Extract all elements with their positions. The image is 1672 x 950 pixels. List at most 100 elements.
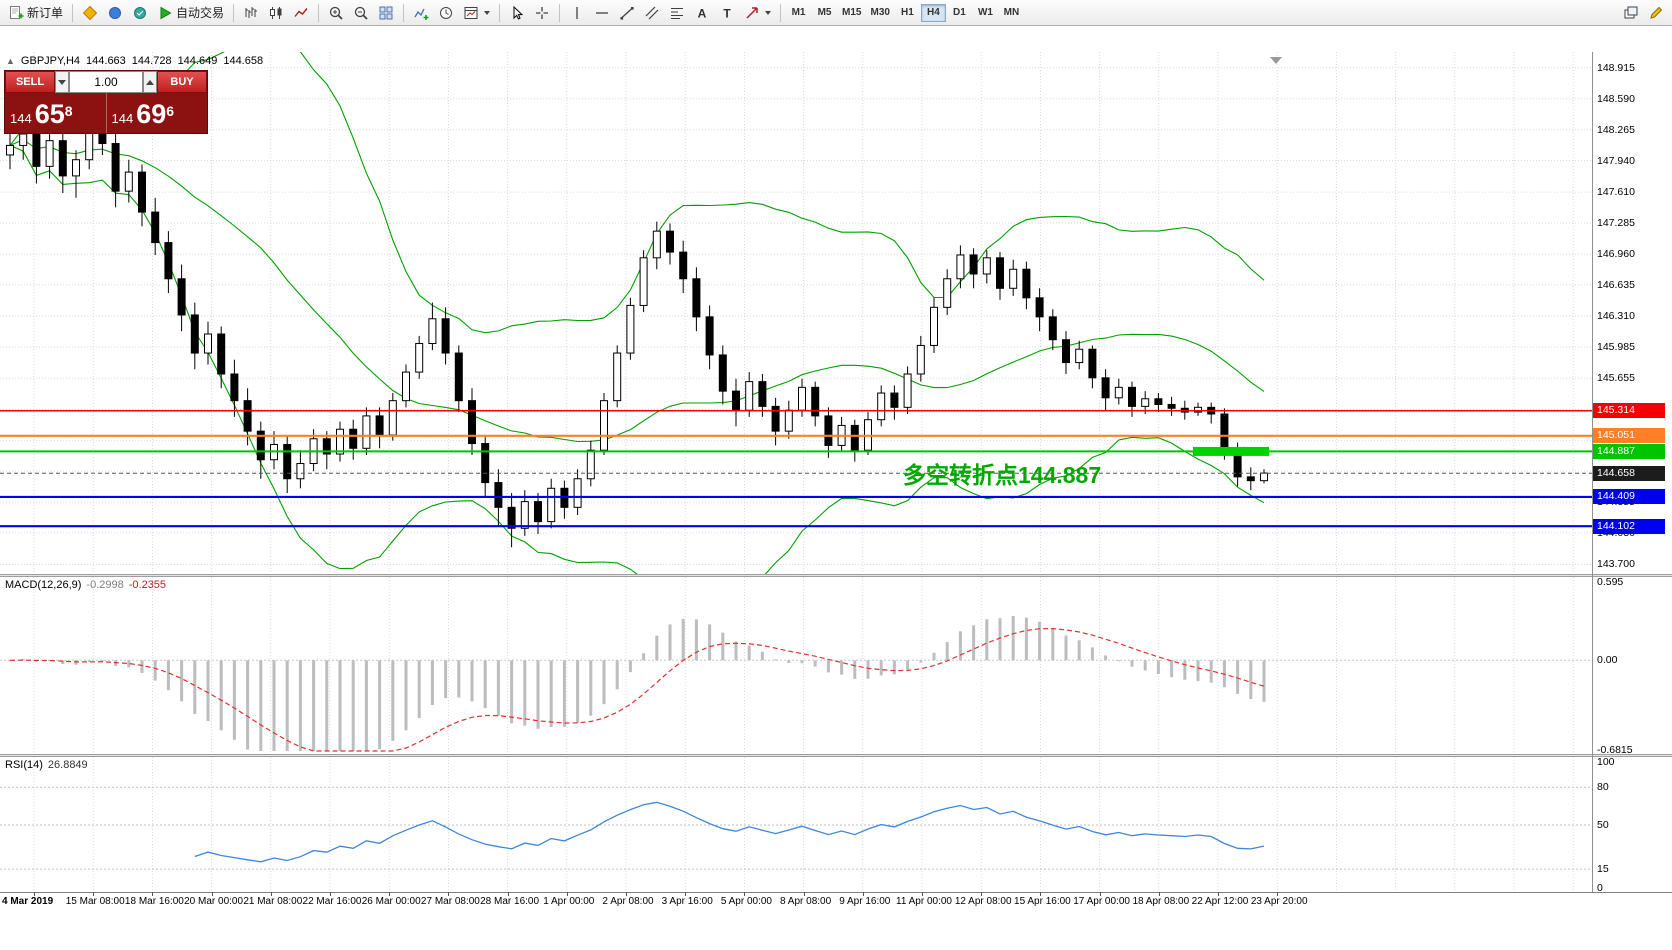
price-axis-label: 147.285 xyxy=(1597,217,1635,230)
rsi-axis-label: 80 xyxy=(1597,781,1609,794)
toolbar-separator xyxy=(403,3,405,22)
time-axis-label: 17 Apr 00:00 xyxy=(1073,896,1130,907)
line-chart-button[interactable] xyxy=(289,2,313,24)
price-axis-badge: 144.102 xyxy=(1593,518,1665,534)
macd-main-value: -0.2998 xyxy=(86,579,124,591)
text-button[interactable]: A xyxy=(690,2,714,24)
charts-button[interactable] xyxy=(78,2,102,24)
auto-trading-button[interactable]: 自动交易 xyxy=(153,2,228,24)
cursor-button[interactable] xyxy=(505,2,529,24)
horizontal-line-button[interactable] xyxy=(590,2,614,24)
time-axis-label: 11 Apr 00:00 xyxy=(896,896,952,907)
svg-text:A: A xyxy=(698,6,707,20)
price-axis-label: 146.310 xyxy=(1597,309,1635,322)
timeframe-m1-button[interactable]: M1 xyxy=(786,4,811,22)
tile-windows-button[interactable] xyxy=(374,2,398,24)
indicators-button[interactable] xyxy=(409,2,433,24)
new-order-icon xyxy=(10,5,24,19)
new-order-label: 新订单 xyxy=(27,6,64,20)
time-axis-tick xyxy=(1158,892,1160,896)
price-axis-label: 145.985 xyxy=(1597,340,1635,353)
equidistant-channel-icon xyxy=(645,6,659,19)
market-watch-button[interactable] xyxy=(128,2,152,24)
time-axis-tick xyxy=(1040,892,1042,896)
time-axis-tick xyxy=(862,892,864,896)
volume-input[interactable] xyxy=(69,71,143,93)
rsi-chart-canvas[interactable] xyxy=(0,757,1672,892)
time-axis-tick xyxy=(152,892,154,896)
profiles-button[interactable] xyxy=(103,2,127,24)
timeframe-m15-button[interactable]: M15 xyxy=(838,4,865,22)
time-axis-tick xyxy=(626,892,627,896)
edit-pencil-button[interactable] xyxy=(1644,2,1668,24)
buy-price-display[interactable]: 144 69 6 xyxy=(105,93,208,133)
time-axis-label: 5 Apr 00:00 xyxy=(720,896,772,907)
time-axis-tick xyxy=(566,892,568,896)
zoom-in-button[interactable] xyxy=(324,2,348,24)
timeframe-mn-button[interactable]: MN xyxy=(999,4,1024,22)
crosshair-button[interactable] xyxy=(530,2,554,24)
volume-increase-button[interactable] xyxy=(143,71,157,93)
toolbar-separator xyxy=(780,3,782,22)
time-axis-tick xyxy=(211,892,213,896)
timeframe-w1-button[interactable]: W1 xyxy=(973,4,998,22)
svg-text:T: T xyxy=(723,6,731,20)
templates-button[interactable] xyxy=(459,2,494,24)
chart-shift-marker[interactable] xyxy=(1270,57,1282,64)
macd-axis-label: -0.6815 xyxy=(1597,744,1633,756)
buy-button[interactable]: BUY xyxy=(157,71,207,93)
trade-prices-row: 144 65 8 144 69 6 xyxy=(5,93,207,133)
time-axis-label: 1 Apr 00:00 xyxy=(543,896,595,907)
timeframe-m5-button[interactable]: M5 xyxy=(812,4,837,22)
timeframe-m30-button[interactable]: M30 xyxy=(866,4,893,22)
dropdown-caret-icon xyxy=(765,10,772,15)
timeframe-h4-button[interactable]: H4 xyxy=(920,3,946,22)
profiles-icon xyxy=(109,6,122,19)
price-axis-label: 143.700 xyxy=(1597,558,1635,571)
candlestick-chart-button[interactable] xyxy=(264,2,288,24)
support-highlight[interactable] xyxy=(1193,446,1269,456)
equidistant-channel-button[interactable] xyxy=(640,2,664,24)
text-label-icon: T xyxy=(723,6,731,20)
indicators-icon xyxy=(414,8,429,20)
zoom-out-icon xyxy=(354,6,368,20)
buy-price-sup: 6 xyxy=(166,103,175,119)
panel-splitter[interactable] xyxy=(0,754,1672,757)
arrows-button[interactable] xyxy=(740,2,775,24)
market-watch-icon xyxy=(134,6,147,19)
volume-decrease-button[interactable] xyxy=(55,71,69,93)
sell-price-prefix: 144 xyxy=(10,111,32,126)
window-layout-button[interactable] xyxy=(1619,2,1643,24)
timeframe-h1-button[interactable]: H1 xyxy=(895,4,920,22)
trendline-button[interactable] xyxy=(615,2,639,24)
time-axis-label: 8 Apr 08:00 xyxy=(780,896,832,907)
panel-splitter[interactable] xyxy=(0,574,1672,577)
time-axis-tick xyxy=(270,892,272,896)
buy-price-big: 69 xyxy=(136,99,167,129)
text-icon: A xyxy=(698,6,707,20)
timeframe-d1-button[interactable]: D1 xyxy=(947,4,972,22)
zoom-out-button[interactable] xyxy=(349,2,373,24)
time-axis-label: 23 Apr 20:00 xyxy=(1250,896,1308,907)
time-axis-label: 26 Mar 00:00 xyxy=(361,896,421,907)
sell-button[interactable]: SELL xyxy=(5,71,55,93)
toolbar-separator xyxy=(499,3,501,22)
new-order-button[interactable]: 新订单 xyxy=(4,2,67,24)
price-chart-canvas[interactable] xyxy=(0,52,1672,574)
time-axis-label: 2 Apr 08:00 xyxy=(602,896,654,907)
one-click-collapse-icon[interactable]: ▲ xyxy=(6,56,15,66)
buy-price-prefix: 144 xyxy=(111,111,134,126)
fibonacci-button[interactable] xyxy=(665,2,689,24)
candles xyxy=(6,97,1268,548)
price-axis-badge: 144.887 xyxy=(1593,443,1665,459)
text-label-button[interactable]: T xyxy=(715,2,739,24)
chart-window[interactable]: ▲ GBPJPY,H4 144.663 144.728 144.649 144.658 S… xyxy=(0,26,1672,950)
bar-chart-button[interactable] xyxy=(239,2,263,24)
vertical-line-button[interactable] xyxy=(565,2,589,24)
periods-button[interactable] xyxy=(434,2,458,24)
sell-price-display[interactable]: 144 65 8 xyxy=(5,93,106,133)
macd-chart-canvas[interactable] xyxy=(0,577,1672,754)
macd-signal-value: -0.2355 xyxy=(128,579,167,591)
turning-point-annotation[interactable]: 多空转折点144.887 xyxy=(903,462,1102,488)
sell-price-sup: 8 xyxy=(64,103,73,119)
